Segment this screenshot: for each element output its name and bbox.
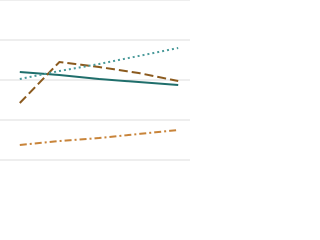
chart: [0, 0, 190, 161]
line-series: [19, 129, 179, 146]
line-series: [19, 47, 179, 80]
line-series: [19, 60, 179, 104]
page: {"chart_data": {"type": "line", "categor…: [0, 0, 190, 161]
